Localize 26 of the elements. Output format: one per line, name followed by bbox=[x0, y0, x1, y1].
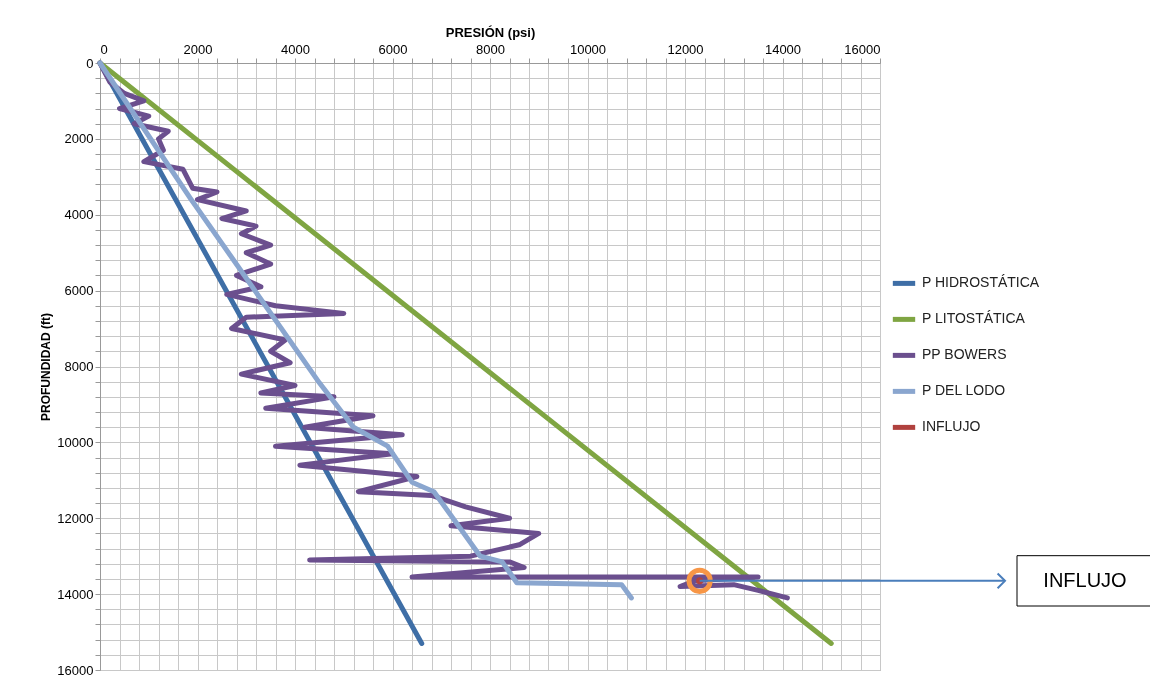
legend-label: P DEL LODO bbox=[922, 382, 1006, 399]
x-tick-label: 2000 bbox=[183, 41, 213, 57]
y-tick-label: 2000 bbox=[64, 131, 94, 147]
x-tick-label: 4000 bbox=[281, 41, 310, 57]
y-tick-label: 4000 bbox=[64, 207, 94, 223]
y-tick-label: 8000 bbox=[64, 359, 94, 374]
x-tick-label: 16000 bbox=[844, 41, 881, 57]
x-tick-label: 10000 bbox=[569, 41, 607, 57]
x-tick-label: 0 bbox=[100, 41, 108, 57]
y-tick-label: 6000 bbox=[64, 283, 94, 299]
legend-label: INFLUJO bbox=[922, 418, 981, 435]
x-tick-label: 8000 bbox=[476, 41, 505, 57]
x-tick-label: 12000 bbox=[667, 41, 704, 57]
legend-label: P LITOSTÁTICA bbox=[922, 310, 1026, 327]
legend-label: P HIDROSTÁTICA bbox=[922, 274, 1040, 291]
y-tick-label: 10000 bbox=[57, 434, 94, 450]
y-tick-label: 0 bbox=[86, 55, 94, 71]
x-tick-label: 6000 bbox=[378, 41, 408, 57]
legend-label: PP BOWERS bbox=[922, 346, 1007, 363]
y-tick-label: 16000 bbox=[57, 662, 94, 678]
y-axis-title: PROFUNDIDAD (ft) bbox=[39, 313, 54, 421]
x-axis-title: PRESIÓN (psi) bbox=[445, 24, 536, 40]
y-tick-label: 12000 bbox=[57, 510, 94, 526]
x-tick-label: 14000 bbox=[764, 41, 802, 57]
y-tick-label: 14000 bbox=[57, 586, 94, 602]
text: INFLUJO bbox=[1043, 568, 1127, 591]
